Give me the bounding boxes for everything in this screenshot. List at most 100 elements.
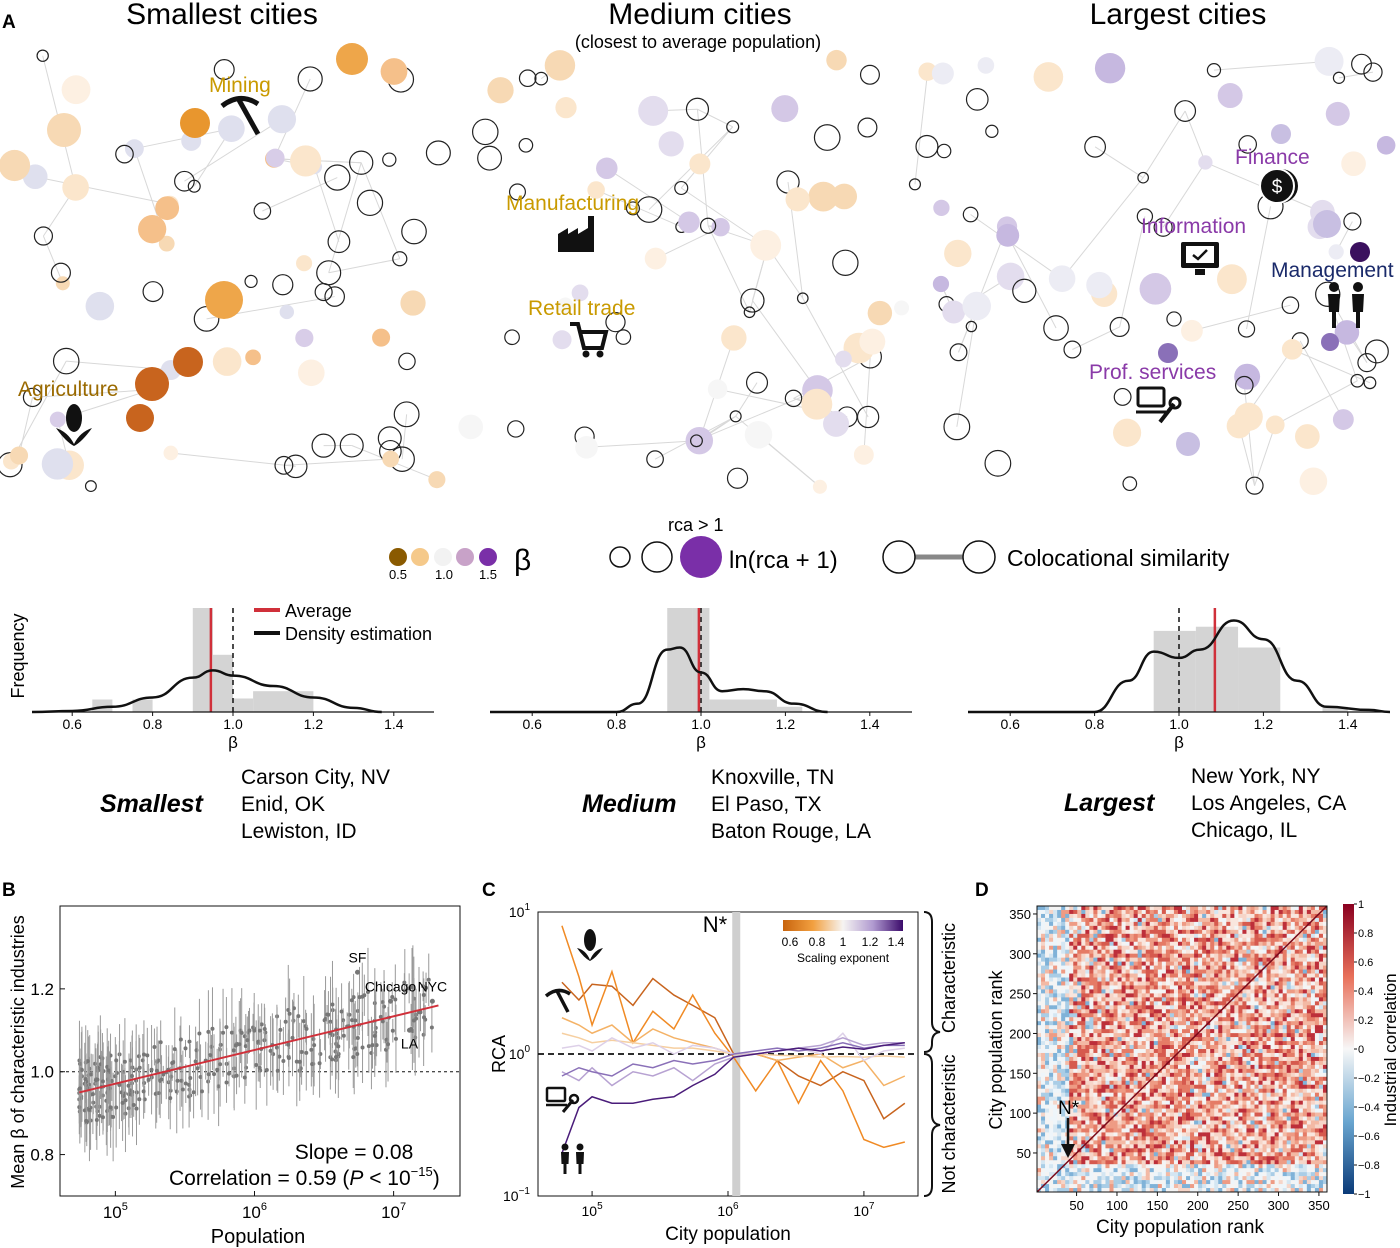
network-edge bbox=[1299, 340, 1344, 420]
heatmap-cell bbox=[1226, 913, 1231, 919]
heatmap-cell bbox=[1145, 965, 1151, 970]
heatmap-cell bbox=[1141, 1160, 1147, 1165]
heatmap-cell bbox=[1226, 1068, 1231, 1074]
heatmap-cell bbox=[1089, 1092, 1094, 1097]
heatmap-cell bbox=[1045, 937, 1050, 943]
rca-size-label: ln(rca + 1) bbox=[729, 547, 838, 574]
heatmap-cell bbox=[1121, 1001, 1126, 1006]
heatmap-cell bbox=[1242, 1005, 1247, 1010]
heatmap-cell bbox=[1077, 1033, 1082, 1038]
heatmap-cell bbox=[1113, 1049, 1118, 1054]
data-point bbox=[421, 992, 426, 997]
heatmap-cell bbox=[1198, 981, 1203, 986]
heatmap-cell bbox=[1141, 1136, 1147, 1141]
heatmap-cell bbox=[1077, 961, 1082, 966]
heatmap-cell bbox=[1109, 1124, 1114, 1129]
heatmap-cell bbox=[1085, 1100, 1090, 1105]
histogram-bar bbox=[776, 706, 803, 712]
heatmap-cell bbox=[1238, 1140, 1243, 1145]
heatmap-cell bbox=[1145, 1152, 1151, 1157]
heatmap-cell bbox=[1109, 965, 1114, 970]
heatmap-cell bbox=[1085, 1001, 1090, 1006]
heatmap-cell bbox=[1173, 1128, 1179, 1133]
heatmap-cell bbox=[1202, 957, 1207, 962]
heatmap-cell bbox=[1069, 1188, 1074, 1192]
heatmap-cell bbox=[1246, 1092, 1251, 1097]
heatmap-cell bbox=[1125, 957, 1130, 962]
heatmap-cell bbox=[1165, 977, 1171, 982]
heatmap-cell bbox=[1157, 913, 1163, 919]
data-point bbox=[152, 1044, 157, 1049]
heatmap-cell bbox=[1186, 1128, 1191, 1133]
heatmap-cell bbox=[1085, 1072, 1090, 1078]
heatmap-cell bbox=[1137, 921, 1143, 927]
heatmap-cell bbox=[1049, 1092, 1054, 1097]
heatmap-cell bbox=[1173, 1025, 1179, 1030]
heatmap-cell bbox=[1153, 1100, 1159, 1105]
heatmap-cell bbox=[1085, 1021, 1090, 1026]
network-node bbox=[977, 57, 995, 74]
heatmap-cell bbox=[1206, 1009, 1211, 1014]
heatmap-cell bbox=[1097, 1148, 1102, 1153]
heatmap-cell bbox=[1173, 953, 1179, 958]
heatmap-cell bbox=[1246, 933, 1251, 939]
heatmap-cell bbox=[1045, 1064, 1050, 1070]
heatmap-cell bbox=[1093, 1112, 1098, 1117]
heatmap-cell bbox=[1161, 993, 1167, 998]
heatmap-cell bbox=[1202, 1080, 1207, 1086]
heatmap-cell bbox=[1242, 1017, 1247, 1022]
heatmap-cell bbox=[1165, 921, 1171, 927]
heatmap-cell bbox=[1053, 906, 1058, 911]
heatmap-cell bbox=[1069, 1108, 1074, 1113]
heatmap-cell bbox=[1242, 1184, 1247, 1189]
heatmap-cell bbox=[1061, 1076, 1066, 1082]
heatmap-cell bbox=[1173, 1164, 1179, 1169]
heatmap-cell bbox=[1065, 909, 1070, 915]
heatmap-cell bbox=[1182, 1172, 1187, 1177]
heatmap-cell bbox=[1049, 1072, 1054, 1078]
heatmap-cell bbox=[1093, 1176, 1098, 1181]
heatmap-cell bbox=[1238, 1045, 1243, 1050]
heatmap-cell bbox=[1081, 1049, 1086, 1054]
heatmap-cell bbox=[1109, 977, 1114, 982]
heatmap-cell bbox=[1194, 957, 1199, 962]
heatmap-cell bbox=[1157, 1136, 1163, 1141]
heatmap-cell bbox=[1069, 1168, 1074, 1173]
heatmap-cell bbox=[1153, 1184, 1159, 1189]
heatmap-cell bbox=[1049, 1172, 1054, 1177]
network-node bbox=[915, 134, 939, 158]
heatmap-cell bbox=[1190, 1033, 1195, 1038]
heatmap-cell bbox=[1069, 1176, 1074, 1181]
data-point bbox=[117, 1083, 122, 1088]
heatmap-cell bbox=[1069, 1128, 1074, 1133]
heatmap-cell bbox=[1149, 1184, 1155, 1189]
heatmap-cell bbox=[1085, 961, 1090, 966]
heatmap-cell bbox=[1141, 1072, 1147, 1078]
heatmap-cell bbox=[1137, 989, 1143, 994]
heatmap-cell bbox=[1190, 1168, 1195, 1173]
heatmap-cell bbox=[1157, 1152, 1163, 1157]
network-node bbox=[356, 189, 384, 217]
heatmap-cell bbox=[1177, 1188, 1183, 1192]
heatmap-cell bbox=[1117, 977, 1122, 982]
heatmap-cell bbox=[1097, 981, 1102, 986]
heatmap-cell bbox=[1109, 1184, 1114, 1189]
data-point bbox=[218, 1062, 223, 1067]
heatmap-cell bbox=[1165, 953, 1171, 958]
heatmap-cell bbox=[1206, 997, 1211, 1002]
heatmap-cell bbox=[1161, 989, 1167, 994]
heatmap-cell bbox=[1234, 1128, 1239, 1133]
heatmap-cell bbox=[1101, 1172, 1106, 1177]
heatmap-cell bbox=[1061, 1009, 1066, 1014]
heatmap-cell bbox=[1045, 969, 1050, 974]
heatmap-cell bbox=[1234, 1060, 1239, 1066]
network-title-medium: Medium cities bbox=[608, 0, 791, 31]
heatmap-cell bbox=[1198, 989, 1203, 994]
heatmap-cell bbox=[1053, 973, 1058, 978]
heatmap-cell bbox=[1149, 1080, 1155, 1086]
heatmap-cell bbox=[1238, 925, 1243, 931]
data-point bbox=[120, 1100, 125, 1105]
heatmap-cell bbox=[1125, 1049, 1130, 1054]
heatmap-cell bbox=[1049, 1033, 1054, 1038]
heatmap-cell bbox=[1238, 1104, 1243, 1109]
